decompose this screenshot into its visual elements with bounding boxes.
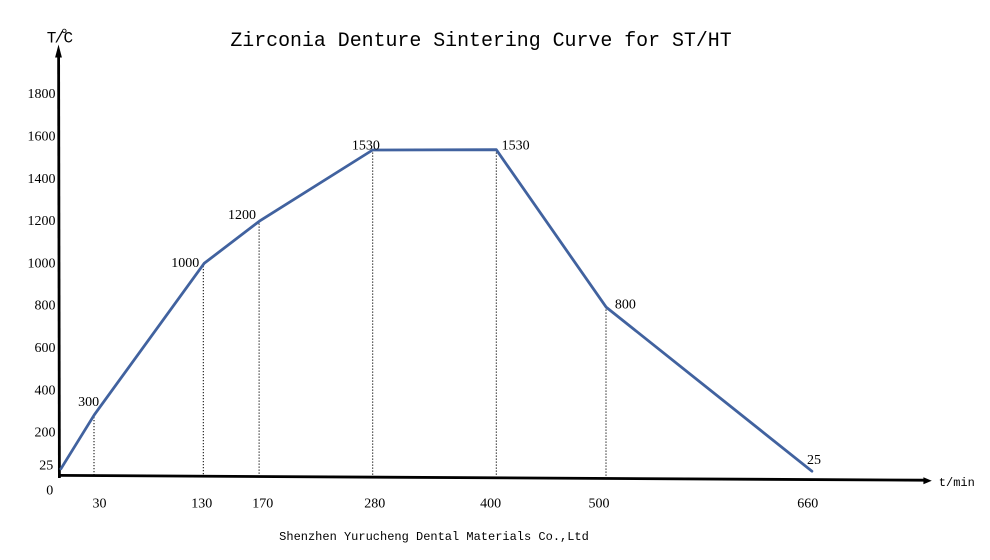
svg-text:600: 600 <box>35 341 56 356</box>
svg-text:800: 800 <box>615 298 636 313</box>
svg-text:1000: 1000 <box>171 256 199 271</box>
svg-text:/: / <box>55 29 65 47</box>
svg-text:1200: 1200 <box>28 214 56 229</box>
svg-text:25: 25 <box>807 453 821 468</box>
svg-text:Zirconia Denture Sintering Cur: Zirconia Denture Sintering Curve for ST/… <box>230 29 731 52</box>
svg-text:500: 500 <box>589 497 610 512</box>
svg-text:t/min: t/min <box>939 476 975 490</box>
svg-text:800: 800 <box>35 299 56 314</box>
svg-text:660: 660 <box>797 497 818 512</box>
svg-text:°: ° <box>60 26 70 44</box>
svg-text:1600: 1600 <box>28 130 56 145</box>
svg-text:1400: 1400 <box>28 172 56 187</box>
svg-text:Shenzhen Yurucheng Dental Mate: Shenzhen Yurucheng Dental Materials Co.,… <box>279 530 589 544</box>
svg-text:1000: 1000 <box>28 256 56 271</box>
svg-text:1530: 1530 <box>502 139 530 154</box>
svg-text:25: 25 <box>39 458 53 473</box>
svg-text:1800: 1800 <box>28 87 56 102</box>
svg-text:300: 300 <box>78 395 99 410</box>
svg-text:C: C <box>64 30 74 48</box>
svg-text:170: 170 <box>252 497 273 512</box>
svg-text:400: 400 <box>35 383 56 398</box>
svg-text:T: T <box>47 29 57 47</box>
svg-text:0: 0 <box>46 484 53 499</box>
svg-text:200: 200 <box>35 426 56 441</box>
svg-text:1200: 1200 <box>228 208 256 223</box>
svg-text:130: 130 <box>191 497 212 512</box>
svg-text:30: 30 <box>93 497 107 512</box>
svg-text:400: 400 <box>480 497 501 512</box>
svg-text:1530: 1530 <box>352 139 380 154</box>
svg-text:280: 280 <box>364 497 385 512</box>
